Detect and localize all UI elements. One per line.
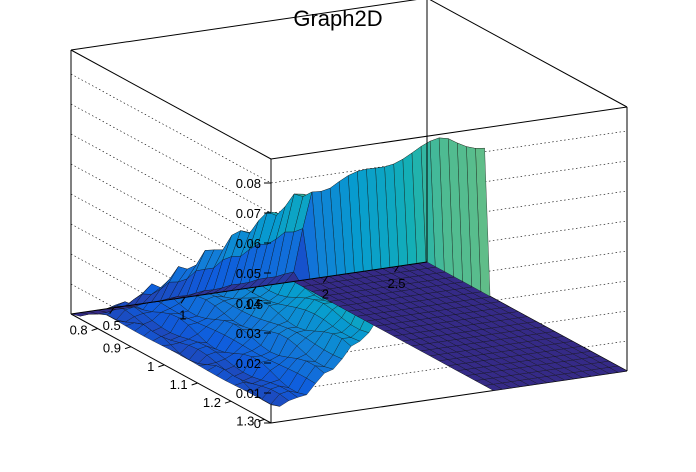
z-tick-label: 0.01 bbox=[236, 386, 261, 401]
y-tick-mark bbox=[258, 418, 265, 422]
y-tick-label: 1.1 bbox=[170, 377, 188, 392]
x-tick-label: 2.5 bbox=[387, 276, 405, 291]
axis-ticks: 0.5 1 1.5 2 2.5 0.8 0.9 1 1.1 1.2 1.3 0 0.01 0.02 0.03… bbox=[70, 176, 406, 431]
z-tick-label: 0.08 bbox=[236, 176, 261, 191]
z-tick-label: 0.07 bbox=[236, 206, 261, 221]
x-tick-label: 2 bbox=[322, 287, 329, 302]
x-tick-mark bbox=[394, 265, 399, 273]
z-tick-label: 0.05 bbox=[236, 266, 261, 281]
surface-mesh bbox=[70, 137, 628, 407]
y-tick-mark bbox=[124, 346, 132, 350]
y-tick-mark bbox=[191, 382, 198, 386]
z-tick-label: 0 bbox=[254, 416, 261, 431]
z-tick-label: 0.03 bbox=[236, 326, 261, 341]
y-tick-label: 0.8 bbox=[70, 323, 88, 338]
y-tick-label: 0.9 bbox=[103, 341, 121, 356]
y-tick-mark bbox=[158, 364, 165, 368]
y-tick-label: 1.2 bbox=[203, 395, 221, 410]
y-tick-mark bbox=[224, 400, 232, 404]
z-tick-label: 0.04 bbox=[236, 296, 261, 311]
x-tick-mark bbox=[251, 286, 257, 294]
axis-frame-front bbox=[70, 0, 628, 315]
chart-title: Graph2D bbox=[293, 6, 382, 31]
x-tick-label: 0.5 bbox=[103, 318, 121, 333]
x-tick-label: 1 bbox=[179, 307, 186, 322]
y-tick-mark bbox=[91, 328, 98, 332]
x-tick-mark bbox=[322, 276, 328, 283]
y-tick-label: 1 bbox=[147, 359, 154, 374]
z-tick-label: 0.02 bbox=[236, 356, 261, 371]
x-tick-mark bbox=[180, 297, 186, 304]
y-tick-label: 1.3 bbox=[236, 413, 254, 428]
x-tick-label: 1.5 bbox=[245, 297, 263, 312]
x-tick-mark bbox=[109, 307, 115, 315]
z-tick-label: 0.06 bbox=[236, 236, 261, 251]
